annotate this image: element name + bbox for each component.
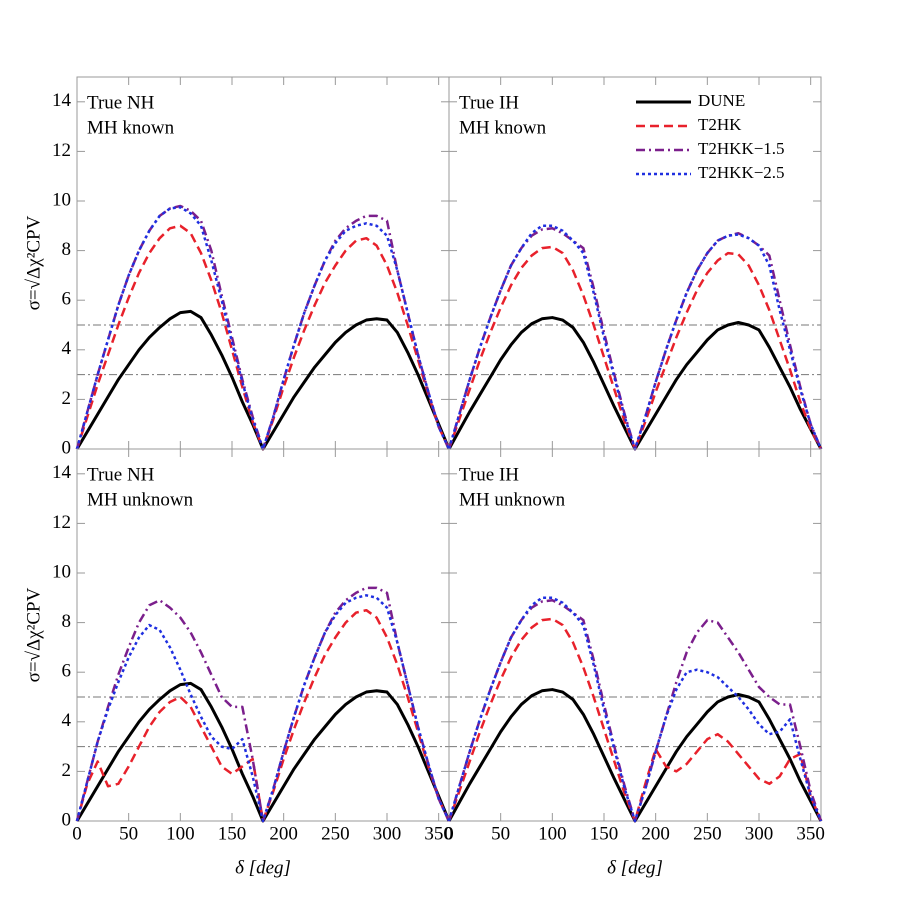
y-tick-label: 2	[62, 760, 72, 781]
series-line	[447, 688, 823, 823]
y-tick-label: 8	[62, 611, 72, 632]
panel-annotation: True NH	[87, 464, 155, 485]
x-tick-label: 200	[269, 823, 298, 844]
panel-annotation: MH known	[87, 117, 175, 138]
legend-label: T2HKK−1.5	[698, 139, 785, 158]
series-line	[75, 309, 451, 451]
series-line	[75, 586, 451, 823]
y-tick-label: 12	[52, 140, 71, 161]
panel-annotation: MH unknown	[87, 489, 194, 510]
x-tick-label: 350	[424, 823, 453, 844]
x-tick-label: 150	[218, 823, 247, 844]
y-tick-label: 12	[52, 512, 71, 533]
y-tick-label: 4	[62, 338, 72, 359]
x-tick-label: 300	[373, 823, 402, 844]
legend-label: T2HKK−2.5	[698, 163, 785, 182]
series-line	[447, 596, 823, 823]
series-line	[75, 594, 451, 823]
y-axis-label: σ=√Δχ²CPV	[23, 215, 44, 310]
y-tick-label: 6	[62, 289, 72, 310]
y-tick-label: 10	[52, 561, 71, 582]
y-tick-label: 10	[52, 189, 71, 210]
x-tick-label: 50	[119, 823, 138, 844]
y-tick-label: 6	[62, 661, 72, 682]
legend-label: DUNE	[698, 91, 745, 110]
y-tick-label: 2	[62, 388, 72, 409]
panel-annotation: True IH	[459, 92, 519, 113]
series-line	[75, 681, 451, 823]
x-tick-label: 150	[590, 823, 619, 844]
y-tick-label: 8	[62, 239, 72, 260]
panel-annotation: MH unknown	[459, 489, 566, 510]
x-tick-label: 350	[796, 823, 825, 844]
series-line	[447, 316, 823, 451]
x-tick-label: 50	[491, 823, 510, 844]
x-axis-label: δ [deg]	[235, 857, 291, 878]
series-line	[447, 224, 823, 451]
series-line	[75, 608, 451, 823]
x-tick-label: 250	[321, 823, 350, 844]
x-tick-label: 0	[444, 823, 454, 844]
x-tick-label: 100	[166, 823, 195, 844]
x-tick-label: 300	[745, 823, 774, 844]
x-axis-label: δ [deg]	[607, 857, 663, 878]
y-tick-label: 14	[52, 462, 72, 483]
x-tick-label: 200	[641, 823, 670, 844]
y-axis-label: σ=√Δχ²CPV	[23, 587, 44, 682]
series-line	[75, 224, 451, 451]
y-tick-label: 0	[62, 437, 72, 458]
panel-annotation: True NH	[87, 92, 155, 113]
panel-annotation: MH known	[459, 117, 547, 138]
y-tick-label: 4	[62, 710, 72, 731]
y-tick-label: 14	[52, 90, 72, 111]
x-tick-label: 100	[538, 823, 567, 844]
x-tick-label: 0	[72, 823, 82, 844]
y-tick-label: 0	[62, 809, 72, 830]
panel-annotation: True IH	[459, 464, 519, 485]
legend-label: T2HK	[698, 115, 742, 134]
x-tick-label: 250	[693, 823, 722, 844]
